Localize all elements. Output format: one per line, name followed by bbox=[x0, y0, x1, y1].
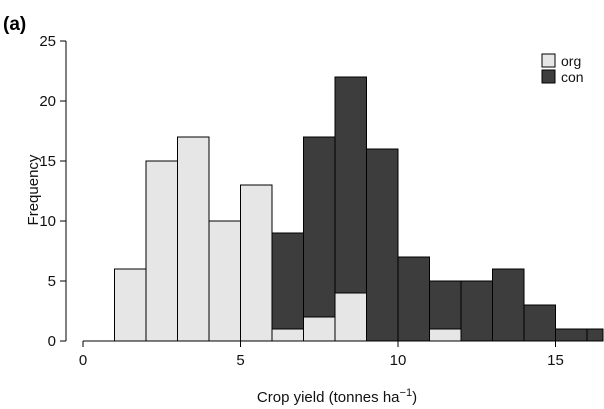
bar-org-5 bbox=[240, 184, 273, 342]
bar-org-11 bbox=[429, 328, 462, 342]
bar-con-12 bbox=[460, 280, 493, 342]
bar-con-13 bbox=[492, 268, 525, 342]
bar-org-8 bbox=[334, 292, 367, 342]
y-tick-label-0: 0 bbox=[48, 333, 56, 350]
y-axis-label: Frequency bbox=[25, 154, 42, 225]
legend: org con bbox=[541, 53, 584, 85]
x-tick-label-15: 15 bbox=[547, 352, 564, 369]
legend-label-org: org bbox=[561, 53, 581, 69]
x-tick-label-10: 10 bbox=[390, 352, 407, 369]
bar-org-3 bbox=[177, 136, 210, 342]
bar-org-1 bbox=[114, 268, 147, 342]
bar-org-6 bbox=[271, 328, 304, 342]
panel-label: (a) bbox=[3, 14, 26, 35]
bar-org-4 bbox=[208, 220, 241, 342]
bar-con-16 bbox=[586, 328, 604, 342]
x-tick-label-0: 0 bbox=[79, 352, 87, 369]
y-tick-label-20: 20 bbox=[39, 93, 56, 110]
bar-org-2 bbox=[145, 160, 178, 342]
x-tick-label-5: 5 bbox=[236, 352, 244, 369]
bar-con-14 bbox=[523, 304, 556, 342]
legend-swatch-con bbox=[541, 69, 556, 84]
bar-con-6 bbox=[271, 232, 304, 342]
y-tick-label-10: 10 bbox=[39, 213, 56, 230]
bar-con-7 bbox=[303, 136, 336, 342]
axes-layer: 0 5 10 15 20 25 0 5 10 15 bbox=[39, 33, 603, 369]
bar-con-10 bbox=[397, 256, 430, 342]
x-axis-label: Crop yield (tonnes ha−1) bbox=[257, 387, 417, 406]
bar-con-9 bbox=[366, 148, 399, 342]
legend-label-con: con bbox=[561, 69, 584, 85]
y-tick-label-25: 25 bbox=[39, 33, 56, 50]
y-tick-label-15: 15 bbox=[39, 153, 56, 170]
bar-con-15 bbox=[555, 328, 588, 342]
bars-layer bbox=[114, 76, 604, 342]
bar-org-7 bbox=[303, 316, 336, 342]
y-tick-label-5: 5 bbox=[48, 273, 56, 290]
legend-swatch-org bbox=[541, 53, 556, 68]
